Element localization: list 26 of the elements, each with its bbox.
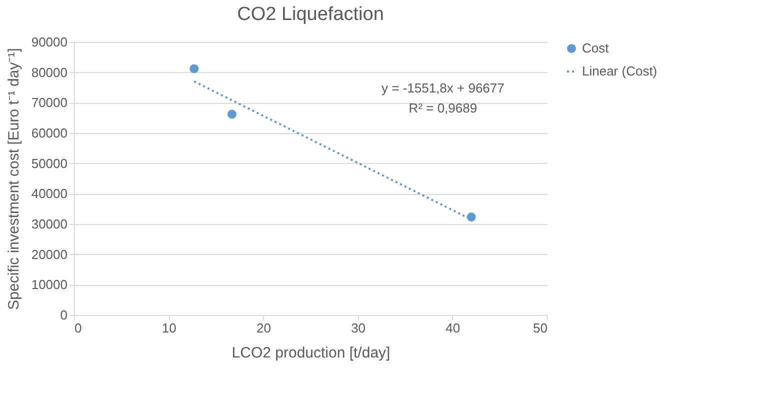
point [190,64,199,74]
y-tick-label: 40000 [31,186,68,202]
y-axis-title: Specific investment cost [Euro t⁻¹ day⁻¹] [5,48,22,310]
x-tick-label: 50 [533,320,548,336]
y-tick-label: 20000 [31,246,68,262]
x-axis-title: LCO2 production [t/day] [232,344,390,362]
x-tick-label: 10 [162,320,176,336]
point [466,212,476,222]
chart-title: CO2 Liquefaction [237,4,384,25]
y-tick-label: 80000 [31,64,68,80]
y-tick-label: 70000 [31,95,68,110]
y-tick-label: 10000 [31,277,68,292]
y-tick-label: 60000 [31,126,68,140]
y-tick-label: 50000 [31,156,68,171]
annotation: R² = 0,9689 [408,100,478,116]
y-tick-label: 30000 [31,216,68,232]
x-tick-label: 20 [256,320,271,336]
y-tick-label: 0 [60,308,68,322]
point [228,110,236,119]
annotation: y = -1551,8x + 96677 [382,80,504,96]
y-tick-label: 90000 [31,34,68,50]
legend-label: Linear (Cost) [582,64,658,78]
x-tick-label: 40 [446,320,460,336]
legend-label: Cost [582,40,610,56]
x-tick-label: 0 [74,320,82,336]
x-tick-label: 30 [351,320,366,336]
